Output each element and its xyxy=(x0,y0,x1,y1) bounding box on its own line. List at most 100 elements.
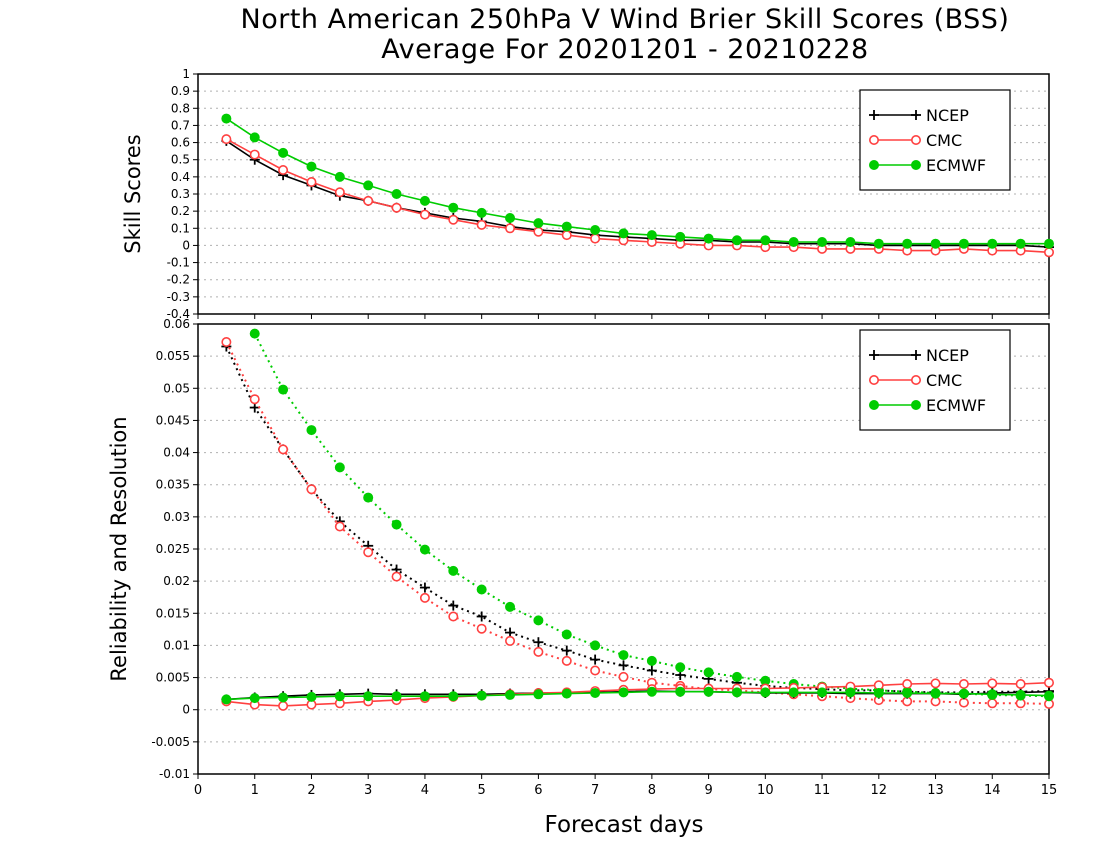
data-point xyxy=(1044,238,1054,249)
data-point xyxy=(873,238,884,249)
data-point xyxy=(618,650,629,661)
y-tick-label: 0.5 xyxy=(171,153,190,167)
data-point xyxy=(363,691,374,702)
y-tick-label: 0.6 xyxy=(171,136,190,150)
legend-label: ECMWF xyxy=(926,156,986,175)
data-point xyxy=(703,686,714,697)
data-point xyxy=(334,691,345,702)
data-point xyxy=(646,655,657,666)
legend: NCEP CMC ECMWF xyxy=(859,329,1011,431)
x-tick-label: 6 xyxy=(534,783,542,798)
legend-item-ncep: NCEP xyxy=(869,346,969,365)
data-point xyxy=(1015,689,1026,700)
data-point xyxy=(363,547,374,558)
data-point xyxy=(590,225,601,235)
data-point xyxy=(987,678,998,689)
data-point xyxy=(788,687,799,698)
x-tick-label: 4 xyxy=(421,783,429,798)
y-tick-label: 0.03 xyxy=(163,510,190,524)
x-tick-label: 9 xyxy=(704,783,712,798)
data-point xyxy=(590,640,601,651)
data-point xyxy=(675,686,686,697)
data-point xyxy=(476,690,487,701)
data-point xyxy=(788,237,799,247)
x-tick-label: 2 xyxy=(307,783,315,798)
data-point xyxy=(902,688,913,698)
legend: NCEP CMC ECMWF xyxy=(859,89,1011,191)
data-point xyxy=(249,149,260,160)
data-point xyxy=(448,691,459,702)
x-tick-label: 8 xyxy=(648,783,656,798)
data-point xyxy=(703,667,714,678)
data-point xyxy=(391,189,402,199)
legend-item-ncep: NCEP xyxy=(869,106,969,125)
data-point xyxy=(221,694,232,705)
data-point xyxy=(869,400,879,410)
data-point xyxy=(760,235,771,246)
x-tick-label: 1 xyxy=(251,783,259,798)
series-ecmwf xyxy=(221,686,1054,705)
data-point xyxy=(306,177,317,188)
x-tick-label: 0 xyxy=(194,783,202,798)
plot-frame xyxy=(197,323,1050,775)
data-point xyxy=(278,165,289,176)
y-axis-label: Reliability and Resolution xyxy=(107,416,131,681)
data-point xyxy=(910,135,921,146)
x-tick-label: 3 xyxy=(364,783,372,798)
data-point xyxy=(561,221,572,232)
chart-subtitle: Average For 20201201 - 20210228 xyxy=(381,34,869,65)
data-point xyxy=(505,223,516,234)
data-point xyxy=(278,700,289,711)
data-point xyxy=(646,686,657,697)
x-tick-label: 15 xyxy=(1041,783,1058,798)
legend-item-cmc: CMC xyxy=(868,131,962,150)
data-point xyxy=(703,233,714,244)
data-point xyxy=(249,693,260,704)
data-point xyxy=(561,688,572,699)
data-point xyxy=(1015,238,1026,249)
data-point xyxy=(930,678,941,689)
data-point xyxy=(419,691,430,702)
data-point xyxy=(306,484,317,495)
data-point xyxy=(911,160,921,170)
data-point xyxy=(533,226,544,237)
y-tick-label: -0.4 xyxy=(167,307,190,321)
chart-title: North American 250hPa V Wind Brier Skill… xyxy=(240,4,1010,35)
data-point xyxy=(845,237,856,247)
data-point xyxy=(505,213,516,223)
data-point xyxy=(561,629,572,640)
data-point xyxy=(448,565,459,576)
data-point xyxy=(476,219,487,230)
x-tick-label: 14 xyxy=(984,783,1001,798)
data-point xyxy=(987,698,998,709)
y-tick-label: 1 xyxy=(182,67,190,81)
legend-label: ECMWF xyxy=(926,396,986,415)
legend-item-ecmwf: ECMWF xyxy=(869,156,986,175)
y-tick-label: 0.06 xyxy=(163,317,190,331)
y-tick-label: 0 xyxy=(182,703,190,717)
data-point xyxy=(868,374,879,385)
data-point xyxy=(1044,677,1055,688)
data-point xyxy=(221,113,232,124)
data-point xyxy=(731,671,742,682)
data-point xyxy=(646,230,657,241)
y-tick-label: 0.055 xyxy=(156,349,190,363)
data-point xyxy=(363,195,374,206)
legend-label: CMC xyxy=(926,131,962,150)
data-point xyxy=(930,238,941,249)
data-point xyxy=(448,202,459,213)
data-point xyxy=(476,207,487,218)
series-ecmwf xyxy=(221,113,1054,249)
data-point xyxy=(505,601,516,612)
data-point xyxy=(419,209,430,220)
data-point xyxy=(448,611,459,622)
series-cmc xyxy=(221,336,1055,709)
data-point xyxy=(817,237,828,247)
data-point xyxy=(334,187,345,198)
y-tick-label: 0.8 xyxy=(171,101,190,115)
data-point xyxy=(249,132,260,143)
data-point xyxy=(505,689,516,700)
y-tick-label: 0.2 xyxy=(171,204,190,218)
bottom-panel: 0.060.0550.050.0450.040.0350.030.0250.02… xyxy=(107,317,1057,798)
data-point xyxy=(476,623,487,634)
